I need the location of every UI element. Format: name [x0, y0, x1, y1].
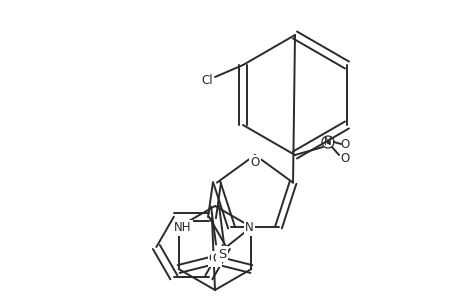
- Text: O: O: [212, 253, 221, 266]
- Text: O: O: [208, 253, 218, 266]
- Text: O: O: [339, 139, 348, 152]
- Text: O: O: [250, 157, 259, 169]
- Text: N: N: [245, 221, 253, 235]
- Text: NH: NH: [174, 221, 191, 235]
- Text: O: O: [339, 152, 348, 164]
- Text: N: N: [324, 137, 331, 147]
- Text: S: S: [218, 248, 226, 260]
- Text: Cl: Cl: [201, 74, 213, 86]
